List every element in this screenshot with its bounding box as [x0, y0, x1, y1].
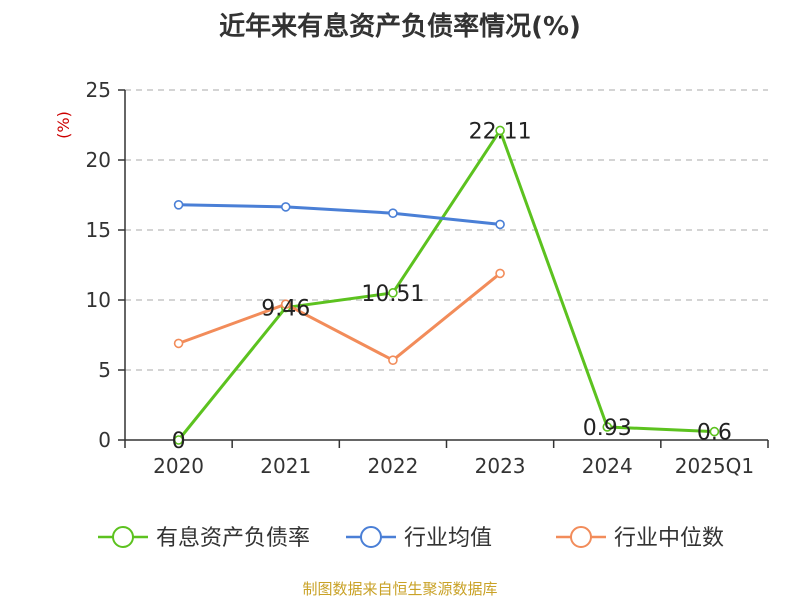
x-tick-label: 2020: [153, 454, 204, 478]
legend-marker: [360, 526, 382, 548]
data-point: [388, 288, 398, 298]
y-tick-label: 20: [86, 148, 111, 172]
data-point: [709, 426, 720, 437]
chart-title: 近年来有息资产负债率情况(%): [219, 12, 581, 42]
data-label: 22.11: [469, 119, 532, 144]
data-point: [495, 219, 505, 230]
y-tick-label: 15: [86, 218, 111, 242]
y-tick-label: 0: [98, 428, 111, 452]
legend-marker: [112, 526, 134, 548]
series-line-2: [178, 272, 502, 362]
legend-entry: 行业均值: [404, 526, 492, 551]
data-point: [173, 435, 184, 445]
data-point: [280, 299, 291, 310]
data-source-footer: 制图数据来自恒生聚源数据库: [302, 580, 498, 598]
data-point: [495, 268, 505, 279]
data-label: 0.93: [583, 416, 632, 441]
data-label: 0: [172, 429, 186, 454]
data-label: 10.51: [361, 282, 424, 307]
y-tick-label: 5: [98, 358, 111, 382]
legend-entry: 行业中位数: [614, 526, 724, 551]
data-label: 0.6: [697, 421, 732, 446]
data-point: [173, 338, 184, 349]
legend-marker: [570, 526, 592, 548]
data-point: [602, 422, 613, 432]
data-point: [280, 202, 291, 212]
y-tick-label: 25: [86, 78, 111, 102]
data-point: [495, 125, 505, 136]
x-tick-label: 2022: [367, 454, 418, 478]
data-label: 9.46: [261, 297, 310, 322]
series-line-1: [178, 203, 501, 226]
x-tick-label: 2021: [260, 454, 311, 478]
data-point: [388, 355, 398, 366]
x-tick-label: 2024: [582, 454, 633, 478]
series-line-0: [177, 128, 715, 441]
x-tick-label: 2023: [475, 454, 526, 478]
data-point: [388, 208, 398, 218]
legend-entry: 有息资产负债率: [156, 526, 310, 551]
x-tick-label: 2025Q1: [675, 454, 754, 478]
y-axis-label: (%): [54, 111, 73, 139]
y-tick-label: 10: [86, 288, 111, 312]
data-point: [173, 200, 184, 210]
